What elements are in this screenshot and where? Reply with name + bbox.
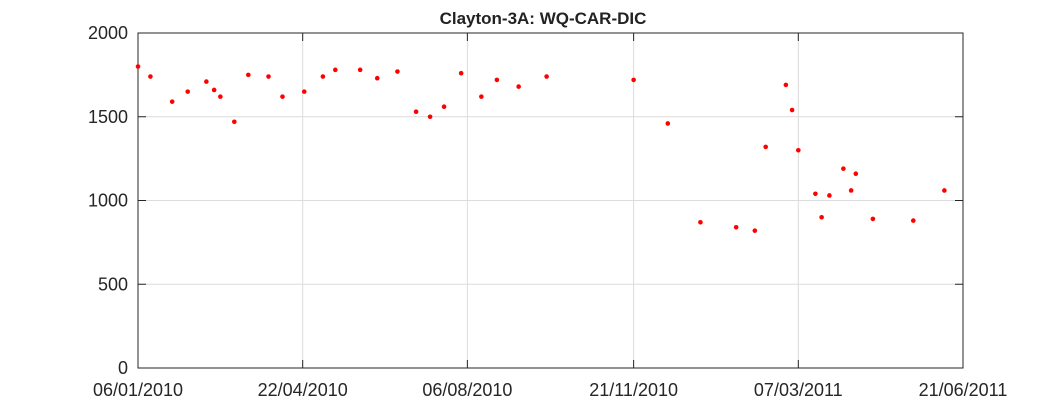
data-point — [458, 70, 464, 76]
data-point — [232, 119, 237, 125]
data-point — [374, 75, 380, 81]
data-point — [357, 67, 363, 73]
data-point — [413, 109, 419, 115]
data-point — [280, 94, 285, 99]
data-point — [185, 89, 191, 94]
data-point — [204, 79, 209, 84]
data-point — [698, 219, 703, 225]
data-point — [395, 69, 400, 74]
data-point — [942, 188, 947, 193]
data-point — [266, 74, 271, 79]
x-tick-label: 06/01/2010 — [93, 380, 183, 400]
y-tick-label: 0 — [118, 358, 128, 378]
chart-title: Clayton-3A: WQ-CAR-DIC — [440, 9, 647, 28]
y-tick-label: 1000 — [88, 191, 128, 211]
data-point — [827, 193, 832, 198]
data-point — [665, 121, 671, 126]
data-point — [169, 99, 175, 104]
data-point — [441, 104, 447, 109]
x-tick-label: 06/08/2010 — [422, 380, 512, 400]
data-point — [796, 147, 801, 153]
data-point — [910, 218, 916, 223]
data-point — [148, 74, 153, 79]
data-point — [333, 67, 338, 73]
data-point — [218, 94, 223, 99]
data-point — [320, 74, 326, 79]
x-axis-tick-labels: 06/01/2010 22/04/2010 06/08/2010 21/11/2010… — [93, 380, 1007, 400]
data-point — [841, 166, 846, 171]
data-point — [853, 171, 859, 176]
data-point — [479, 94, 484, 99]
data-point — [870, 216, 876, 222]
data-point — [733, 225, 739, 230]
data-point — [211, 87, 217, 93]
data-point — [848, 188, 854, 193]
data-point — [813, 191, 818, 197]
data-point — [301, 89, 307, 94]
x-tick-label: 21/11/2010 — [589, 380, 678, 400]
data-point — [427, 114, 433, 120]
x-tick-label: 07/03/2011 — [754, 380, 843, 400]
data-point — [494, 77, 500, 83]
data-point — [544, 74, 549, 79]
data-point — [789, 107, 795, 113]
y-tick-label: 1500 — [88, 107, 128, 127]
plot-frame — [137, 32, 964, 369]
x-tick-label: 21/06/2011 — [919, 380, 1008, 400]
data-points — [135, 64, 947, 233]
data-point — [819, 214, 824, 220]
x-tick-label: 22/04/2010 — [258, 380, 348, 400]
data-point — [631, 77, 636, 83]
data-point — [135, 64, 141, 69]
data-point — [516, 84, 521, 89]
y-axis-tick-labels: 0 500 1000 1500 2000 — [88, 23, 128, 378]
data-point — [763, 144, 768, 150]
data-point — [752, 228, 758, 233]
y-tick-label: 500 — [98, 274, 128, 294]
y-tick-label: 2000 — [88, 23, 128, 43]
data-point — [783, 82, 789, 88]
data-point — [246, 72, 251, 78]
